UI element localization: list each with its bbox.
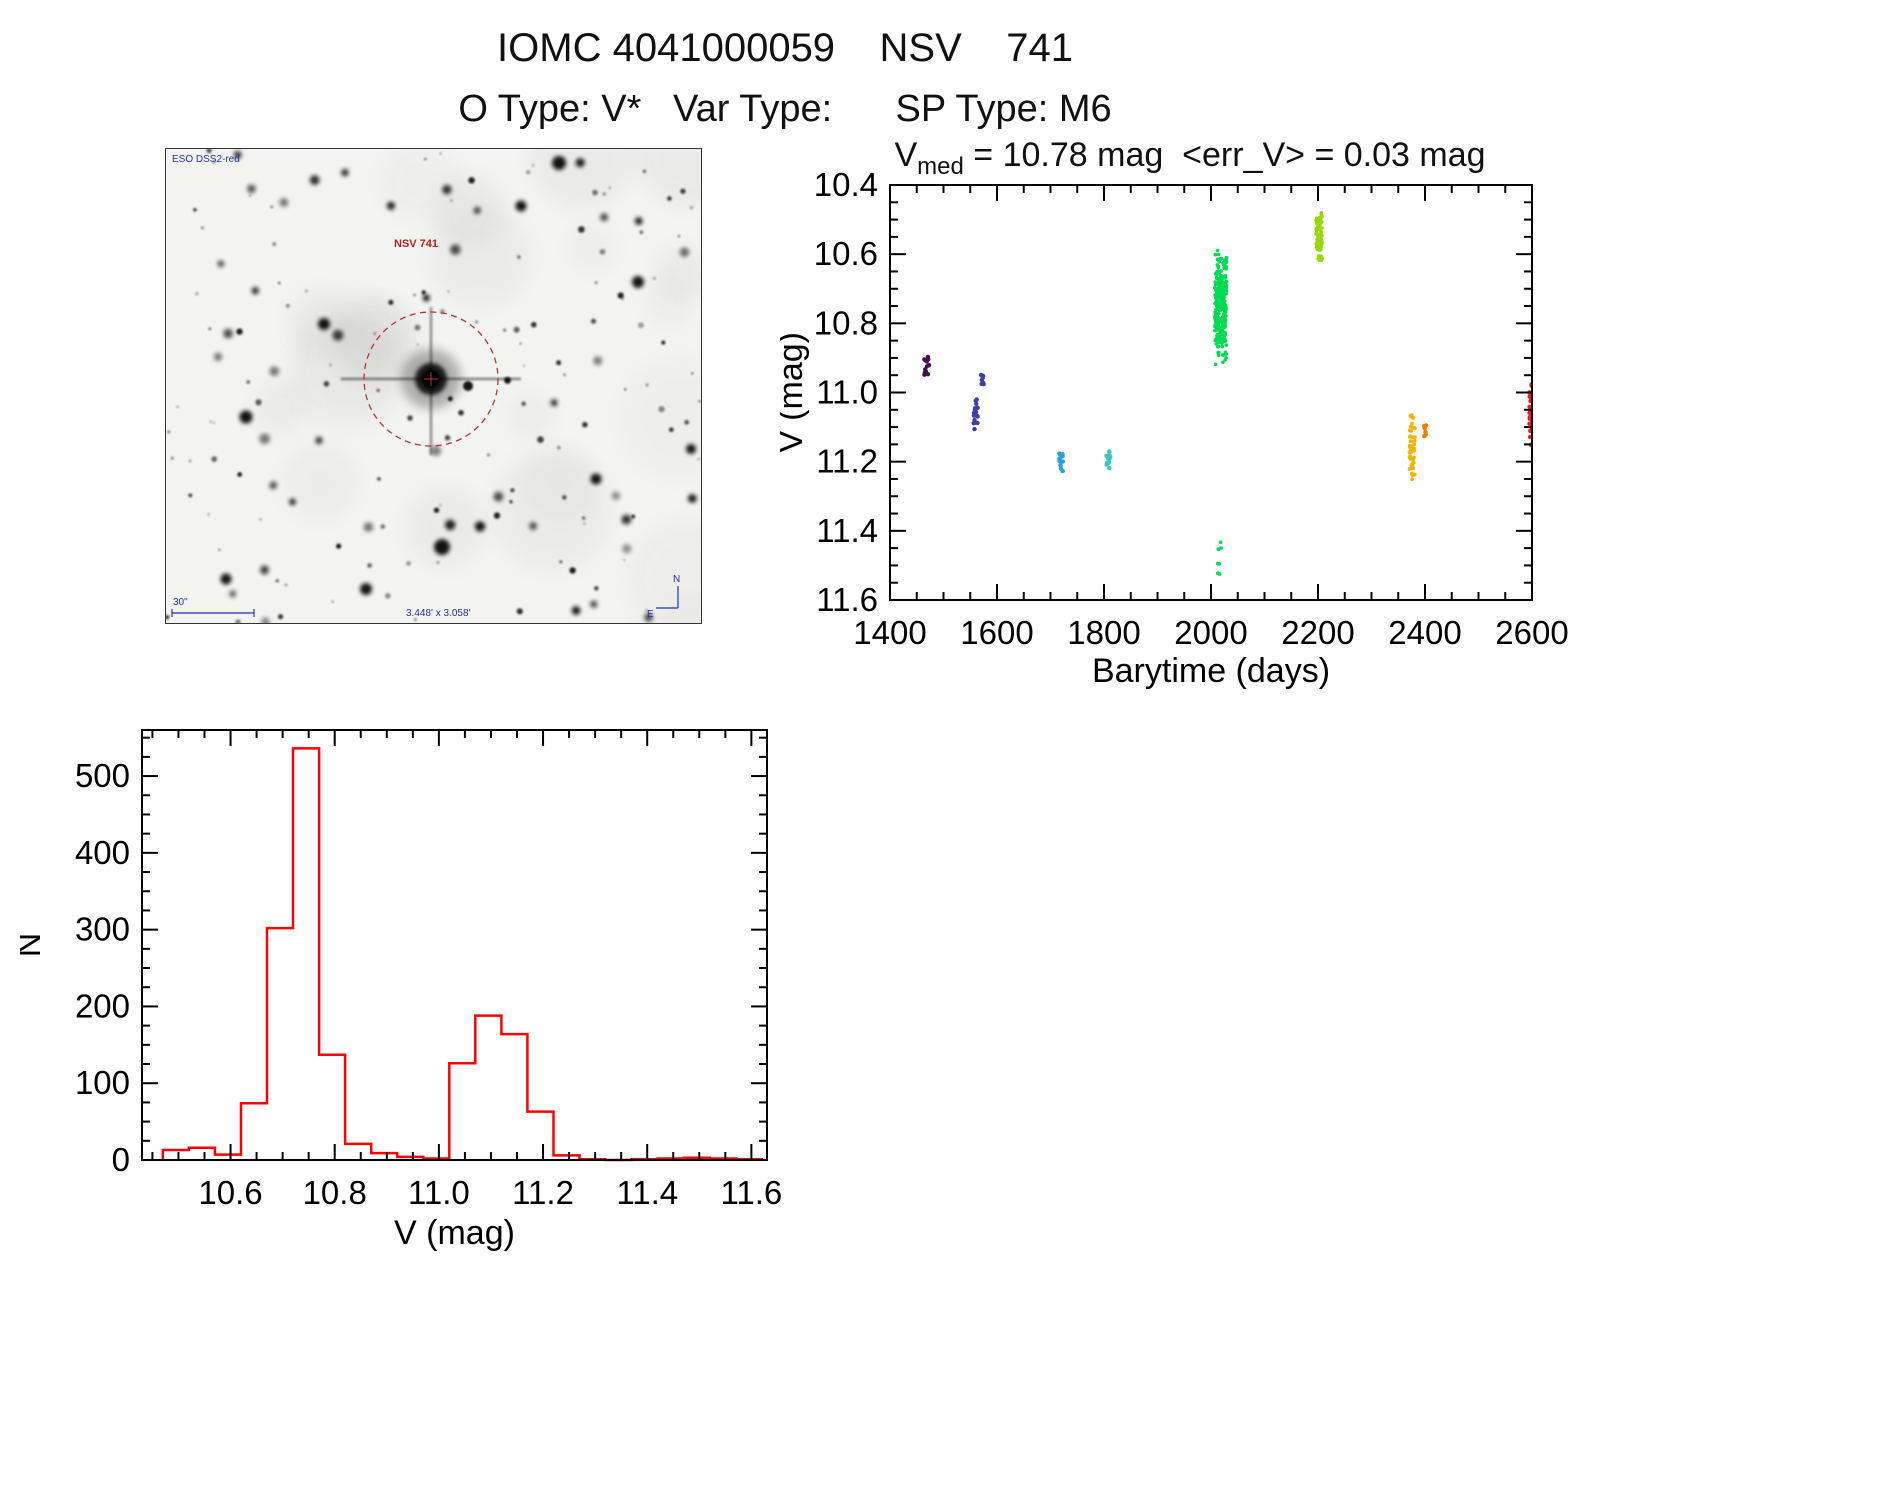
star-field: [166, 149, 701, 623]
svg-text:400: 400: [75, 834, 130, 871]
x-axis-label: Barytime (days): [1092, 652, 1330, 690]
svg-text:2600: 2600: [1495, 614, 1568, 651]
axis-ticks: [889, 184, 1533, 601]
lc-title-subscript: med: [917, 152, 964, 180]
x-axis-label: V (mag): [394, 1214, 515, 1252]
plot-box: [889, 184, 1533, 601]
svg-text:10.8: 10.8: [303, 1174, 367, 1211]
svg-text:1600: 1600: [960, 614, 1033, 651]
target-label: NSV 741: [394, 238, 438, 250]
svg-text:11.6: 11.6: [720, 1174, 782, 1211]
svg-text:2000: 2000: [1174, 614, 1247, 651]
svg-text:11.2: 11.2: [512, 1174, 574, 1211]
svg-text:11.4: 11.4: [816, 512, 878, 549]
finder-chart: NSV 741 ESO DSS2-red 30" 3.448' x 3.058'…: [165, 148, 702, 624]
lightcurve-points: [922, 211, 1531, 576]
target-marker: [363, 311, 499, 447]
svg-text:10.8: 10.8: [814, 304, 878, 341]
svg-text:1400: 1400: [853, 614, 926, 651]
starfield-image: NSV 741 ESO DSS2-red 30" 3.448' x 3.058'…: [166, 149, 701, 623]
scale-label: 30": [173, 597, 188, 608]
lc-title-rest: = 10.78 mag <err_V> = 0.03 mag: [963, 136, 1486, 174]
svg-text:11.0: 11.0: [408, 1174, 470, 1211]
histogram-outline: [161, 747, 764, 1162]
tick-labels: 10.6 10.8 11.0 11.2 11.4 11.6 0 100 200 300 400 500: [75, 757, 782, 1211]
axis-ticks: [142, 730, 767, 1161]
page-title: IOMC 4041000059 NSV 741: [497, 26, 1073, 70]
compass: N E: [647, 574, 680, 620]
svg-text:2400: 2400: [1388, 614, 1461, 651]
lightcurve-title: Vmed = 10.78 mag <err_V> = 0.03 mag: [840, 136, 1540, 181]
svg-text:10.6: 10.6: [814, 235, 878, 272]
svg-text:10.6: 10.6: [198, 1174, 262, 1211]
fov-label: 3.448' x 3.058': [406, 608, 471, 619]
svg-text:2200: 2200: [1281, 614, 1354, 651]
histogram-plot: 10.6 10.8 11.0 11.2 11.4 11.6 0 100 200 300 400 500…: [20, 729, 782, 1252]
svg-text:300: 300: [75, 911, 130, 948]
lightcurve-plot: 1400 1600 1800 2000 2200 2400 2600 10.4 10.6 10.8…: [780, 166, 1569, 690]
svg-text:100: 100: [75, 1064, 130, 1101]
svg-text:11.0: 11.0: [816, 374, 878, 411]
svg-text:500: 500: [75, 757, 130, 794]
y-axis-label: V (mag): [780, 332, 810, 453]
survey-label: ESO DSS2-red: [172, 154, 240, 165]
svg-text:1800: 1800: [1067, 614, 1140, 651]
svg-text:11.4: 11.4: [616, 1174, 678, 1211]
tick-labels: 1400 1600 1800 2000 2200 2400 2600 10.4 10.6 10.8…: [814, 166, 1569, 651]
svg-text:10.4: 10.4: [814, 166, 878, 203]
y-axis-label: N: [20, 933, 48, 958]
svg-text:11.2: 11.2: [816, 443, 878, 480]
scale-bar: 30": [171, 597, 255, 617]
compass-east-label: E: [647, 609, 654, 620]
svg-text:11.6: 11.6: [816, 581, 878, 618]
lc-title-prefix: V: [894, 136, 918, 174]
page-subtitle: O Type: V* Var Type: SP Type: M6: [458, 88, 1112, 130]
plot-box: [141, 729, 768, 1161]
svg-text:200: 200: [75, 987, 130, 1024]
compass-north-label: N: [673, 574, 680, 585]
svg-text:0: 0: [112, 1141, 130, 1178]
